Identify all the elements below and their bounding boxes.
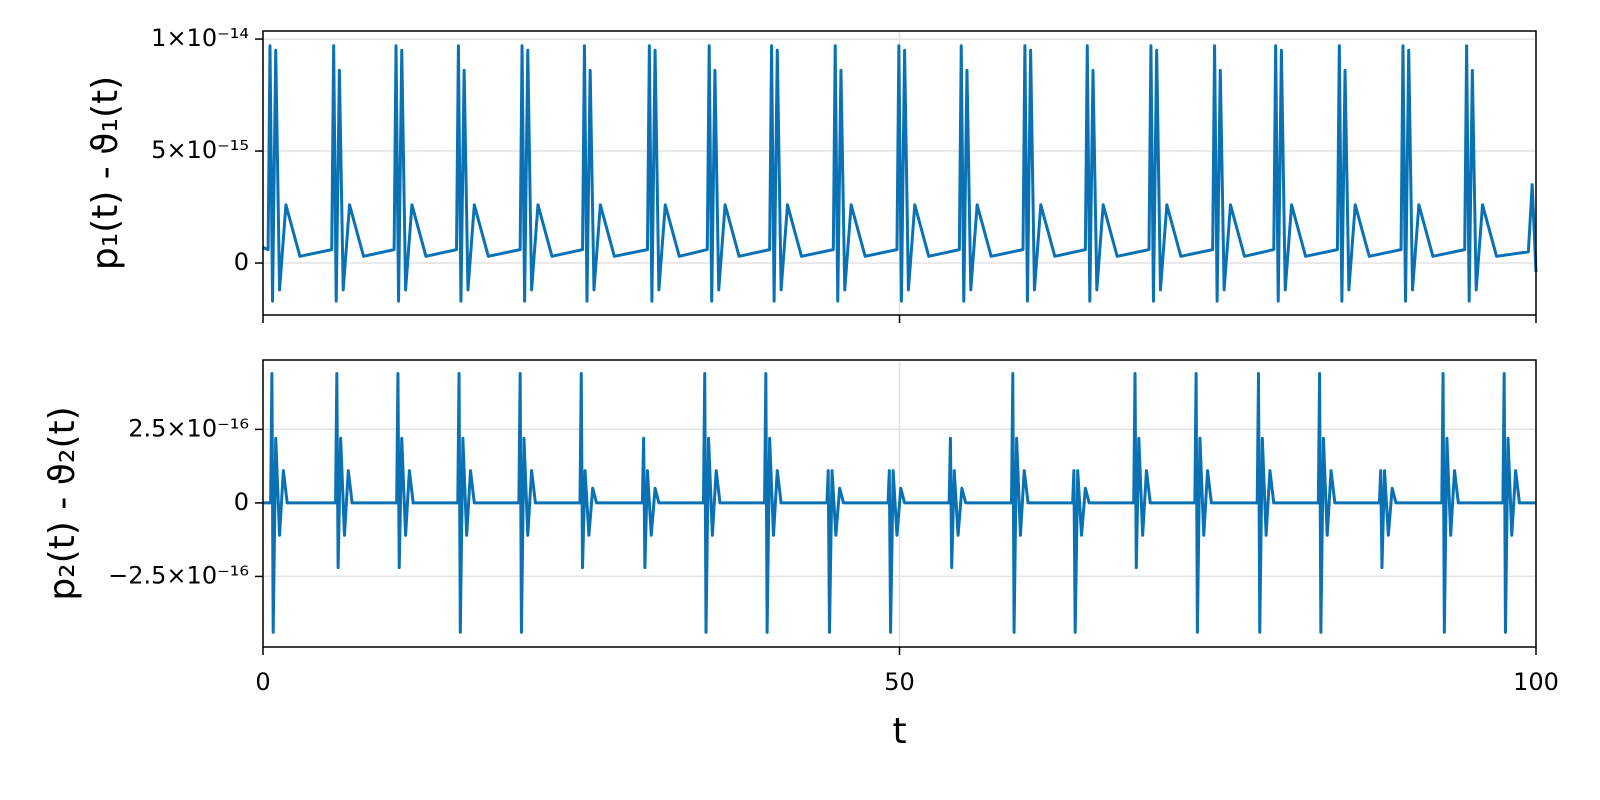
y-tick-label: 2.5×10⁻¹⁶ [128, 414, 249, 442]
y-tick-label: 1×10⁻¹⁴ [151, 24, 249, 52]
data-line [263, 372, 1536, 634]
y-axis-label: p₂(t) - ϑ₂(t) [42, 406, 83, 600]
x-tick-label: 50 [884, 668, 915, 696]
y-axis-label: p₁(t) - ϑ₁(t) [85, 76, 126, 270]
x-axis-label: t [892, 711, 906, 752]
y-tick-label: 0 [234, 488, 249, 516]
x-tick-label: 0 [255, 668, 270, 696]
x-tick-label: 100 [1513, 668, 1559, 696]
y-tick-label: −2.5×10⁻¹⁶ [108, 561, 249, 589]
data-line [262, 44, 1538, 303]
y-tick-label: 0 [234, 248, 249, 276]
y-tick-label: 5×10⁻¹⁵ [151, 136, 249, 164]
